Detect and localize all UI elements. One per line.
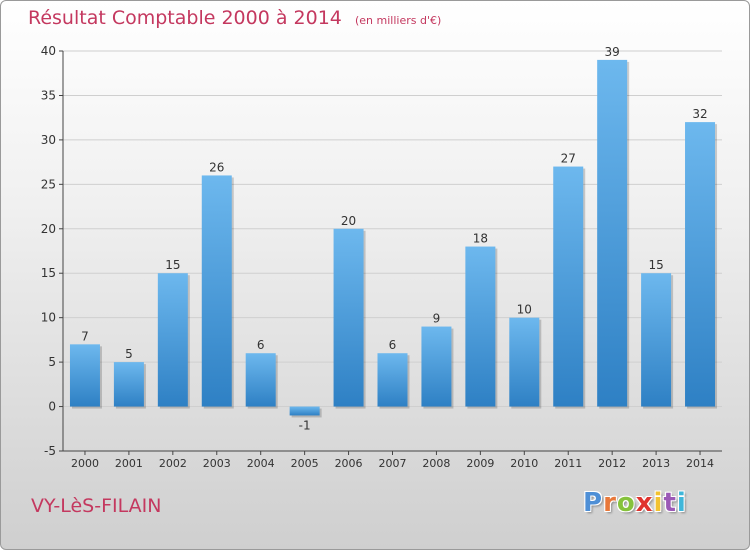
data-label: 27 [561, 152, 576, 166]
logo-letter: i [653, 488, 664, 518]
bar [465, 246, 496, 407]
bar [289, 406, 320, 416]
x-tick-label: 2006 [335, 457, 363, 470]
bar [641, 273, 672, 407]
bars [69, 59, 718, 418]
y-tick-label: -5 [44, 444, 56, 458]
logo-letter: t [663, 488, 677, 518]
data-label: 6 [257, 338, 265, 352]
data-label: 5 [125, 347, 133, 361]
bar [597, 59, 628, 407]
data-label: 26 [209, 160, 224, 174]
bar [69, 344, 100, 407]
y-tick-label: 40 [41, 44, 56, 58]
data-label: 9 [433, 312, 441, 326]
x-tick-label: 2012 [598, 457, 626, 470]
data-label: 15 [165, 258, 180, 272]
x-tick-label: 2010 [510, 457, 538, 470]
logo-letter: o [616, 488, 636, 518]
y-tick-label: 25 [41, 177, 56, 191]
chart-title: Résultat Comptable 2000 à 2014 (en milli… [28, 7, 441, 29]
bar [333, 228, 364, 407]
data-label: 18 [473, 232, 488, 246]
data-label: 10 [517, 303, 532, 317]
data-label: 39 [605, 45, 620, 59]
y-tick-label: 5 [48, 355, 56, 369]
y-tick-label: 20 [41, 222, 56, 236]
title-unit: (en milliers d'€) [354, 14, 442, 27]
x-tick-label: 2008 [422, 457, 450, 470]
data-label: -1 [299, 418, 311, 432]
x-tick-labels: 2000 2001 2002 2003 2004 2005 2006 2007 2008 2009… [71, 451, 714, 470]
bar [685, 122, 716, 407]
y-tick-label: 15 [41, 266, 56, 280]
x-tick-label: 2003 [203, 457, 231, 470]
x-tick-label: 2013 [642, 457, 670, 470]
x-tick-label: 2014 [686, 457, 714, 470]
x-tick-label: 2005 [291, 457, 319, 470]
y-tick-label: 35 [41, 88, 56, 102]
y-tick-label: 10 [41, 311, 56, 325]
x-tick-label: 2000 [71, 457, 99, 470]
bar [157, 273, 188, 407]
data-label: 7 [81, 329, 89, 343]
bar [377, 353, 408, 407]
bar [553, 166, 584, 407]
y-tick-label: 0 [48, 400, 56, 414]
data-label: 6 [389, 338, 397, 352]
data-labels: 7 5 15 26 6 -1 20 6 9 18 10 27 39 15 32 [81, 45, 708, 433]
bar [201, 175, 232, 407]
logo-letter: r [603, 488, 617, 518]
commune-name: VY-LèS-FILAIN [31, 495, 162, 517]
title-main: Résultat Comptable 2000 à 2014 [28, 7, 342, 29]
y-tick-label: 30 [41, 133, 56, 147]
x-tick-label: 2011 [554, 457, 582, 470]
x-tick-label: 2009 [466, 457, 494, 470]
data-label: 32 [692, 107, 707, 121]
bar [245, 353, 276, 407]
data-label: 20 [341, 214, 356, 228]
x-tick-label: 2004 [247, 457, 275, 470]
data-label: 15 [648, 258, 663, 272]
proxiti-logo: Proxiti [583, 488, 687, 518]
bar [113, 362, 144, 407]
x-tick-label: 2007 [379, 457, 407, 470]
bar [509, 317, 540, 407]
logo-letter: i [676, 488, 687, 518]
y-tick-labels: -5 0 5 10 15 20 25 30 35 40 [41, 44, 63, 458]
x-tick-label: 2002 [159, 457, 187, 470]
logo-letter: x [635, 488, 654, 518]
x-tick-label: 2001 [115, 457, 143, 470]
logo-letter: P [583, 488, 604, 518]
bar [421, 326, 452, 407]
